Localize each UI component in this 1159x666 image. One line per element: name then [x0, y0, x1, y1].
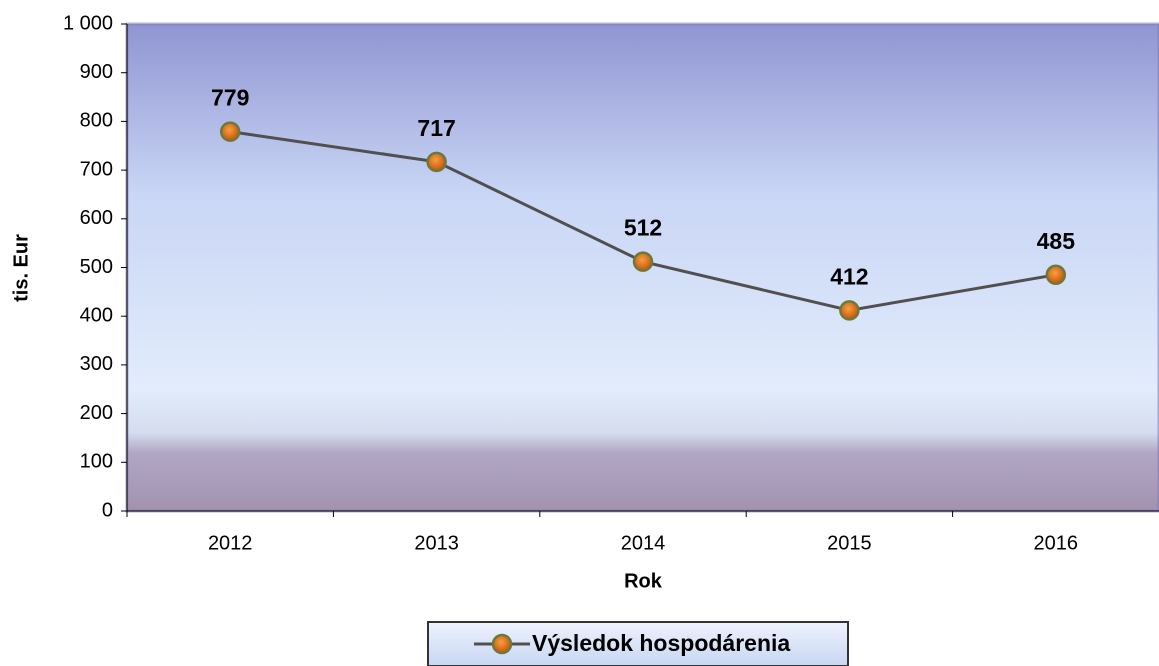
marker: [491, 633, 513, 655]
x-tick-label: 2015: [827, 532, 872, 554]
y-tick-label: 100: [80, 451, 113, 473]
data-label: 717: [417, 115, 455, 141]
marker: [426, 151, 447, 173]
y-tick-label: 1 000: [63, 12, 113, 34]
x-axis-label: Rok: [624, 570, 663, 592]
y-tick-label: 200: [80, 402, 113, 424]
legend: Výsledok hospodárenia: [427, 621, 849, 666]
y-tick-label: 500: [80, 256, 113, 278]
y-tick-label: 800: [80, 110, 113, 132]
x-tick-label: 2016: [1034, 532, 1079, 554]
data-label: 779: [211, 85, 249, 111]
x-tick-label: 2012: [208, 532, 253, 554]
data-label: 512: [624, 215, 662, 241]
x-tick-label: 2014: [621, 532, 666, 554]
data-label: 485: [1037, 228, 1076, 254]
marker: [1045, 264, 1067, 286]
x-tick-label: 2013: [414, 532, 459, 554]
data-label: 412: [830, 263, 868, 289]
y-tick-label: 900: [80, 61, 113, 83]
y-tick-label: 400: [80, 304, 113, 326]
legend-label: Výsledok hospodárenia: [532, 630, 790, 656]
marker: [632, 251, 654, 272]
y-axis-label: tis. Eur: [10, 234, 32, 302]
y-tick-label: 0: [102, 499, 113, 521]
y-tick-label: 700: [80, 158, 113, 180]
marker: [839, 300, 860, 321]
y-tick-label: 600: [80, 207, 113, 229]
y-tick-label: 300: [80, 353, 113, 375]
marker: [219, 121, 241, 142]
